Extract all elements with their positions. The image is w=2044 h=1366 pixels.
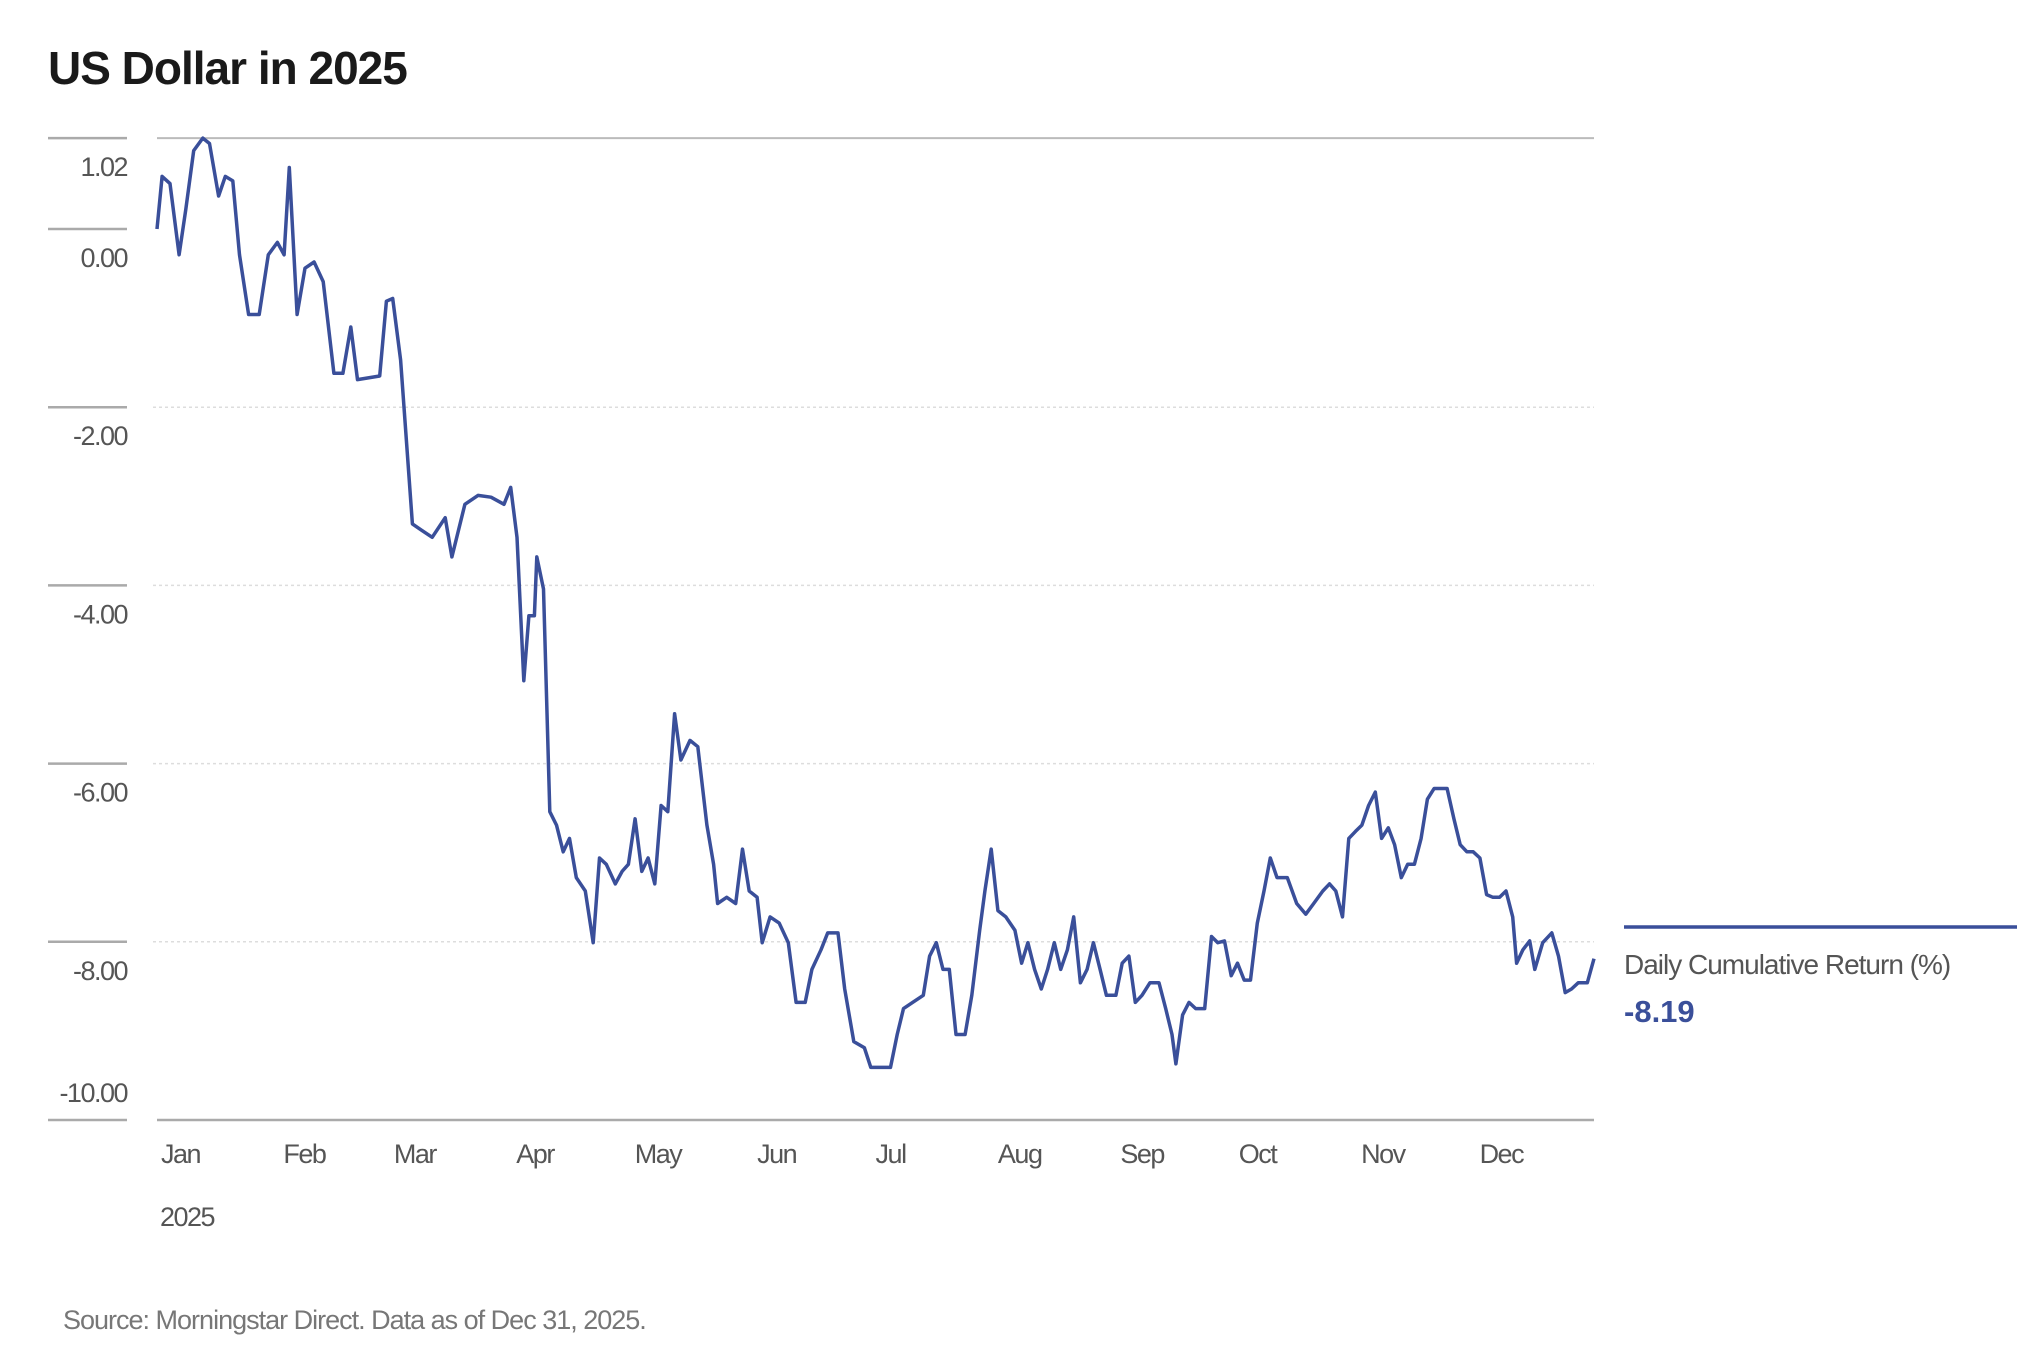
y-tick-label: -8.00 xyxy=(73,956,128,986)
x-axis-year-label: 2025 xyxy=(160,1202,215,1232)
x-tick-label: Aug xyxy=(998,1139,1042,1169)
x-tick-label: Jul xyxy=(876,1139,907,1169)
legend-label: Daily Cumulative Return (%) xyxy=(1624,949,1950,980)
x-tick-label: Jun xyxy=(757,1139,797,1169)
y-tick-label: 0.00 xyxy=(80,243,127,273)
x-tick-label: Nov xyxy=(1361,1139,1407,1169)
gridlines xyxy=(153,137,1594,1122)
series-line-daily-cumulative-return xyxy=(155,136,1596,1070)
x-tick-label: Mar xyxy=(394,1139,438,1169)
x-tick-label: Jan xyxy=(161,1139,201,1169)
legend-last-value: -8.19 xyxy=(1624,994,1695,1029)
x-tick-label: Dec xyxy=(1480,1139,1525,1169)
chart-title: US Dollar in 2025 xyxy=(48,42,407,94)
x-tick-label: May xyxy=(635,1139,684,1169)
y-tick-label: 1.02 xyxy=(80,152,127,182)
x-tick-label: Oct xyxy=(1239,1139,1279,1169)
y-tick-label: -6.00 xyxy=(73,778,128,808)
x-tick-label: Apr xyxy=(516,1139,555,1169)
y-tick-label: -10.00 xyxy=(59,1078,127,1108)
legend: Daily Cumulative Return (%) -8.19 xyxy=(1624,925,2017,1029)
y-tick-label: -2.00 xyxy=(73,421,128,451)
y-axis: 1.02 0.00 -2.00 -4.00 -6.00 -8.00 -10.00 xyxy=(48,136,129,1122)
source-note: Source: Morningstar Direct. Data as of D… xyxy=(63,1305,646,1335)
y-tick-label: -4.00 xyxy=(73,599,128,629)
x-tick-label: Sep xyxy=(1120,1139,1164,1169)
x-axis: Jan Feb Mar Apr May Jun Jul Aug Sep Oct Nov Dec xyxy=(161,1139,1526,1169)
x-tick-label: Feb xyxy=(283,1139,326,1169)
